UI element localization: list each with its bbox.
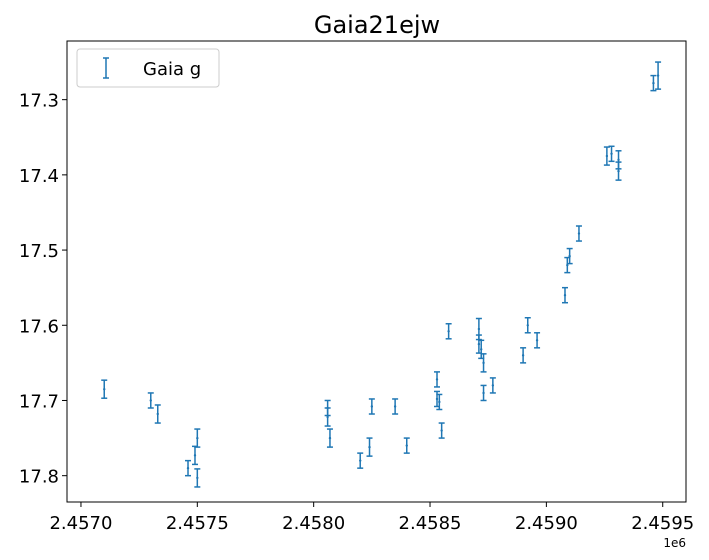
data-point	[147, 392, 154, 409]
data-point	[154, 404, 161, 424]
data-point	[324, 399, 331, 417]
legend-box	[76, 48, 220, 88]
data-point	[524, 317, 531, 334]
y-axis: 17.3 17.4 17.5 17.6 17.7 17.8	[19, 91, 67, 488]
legend-marker	[103, 57, 109, 79]
data-point	[566, 247, 573, 265]
x-tick-label: 2.4570	[49, 513, 112, 534]
x-tick-label: 2.4590	[515, 513, 578, 534]
axes-frame	[66, 40, 687, 503]
data-point	[489, 377, 496, 394]
legend-label: Gaia g	[143, 59, 201, 80]
data-point	[438, 422, 445, 439]
data-point	[194, 468, 201, 488]
data-point	[436, 393, 443, 411]
data-point	[575, 225, 582, 242]
data-point	[191, 445, 198, 466]
data-point	[434, 371, 441, 388]
data-point	[403, 437, 410, 454]
data-point	[101, 379, 108, 399]
x-offset-label: 1e6	[663, 536, 686, 550]
y-tick-label: 17.4	[19, 166, 59, 187]
data-point	[194, 428, 201, 448]
data-point	[561, 286, 568, 304]
y-tick-label: 17.3	[19, 91, 59, 112]
data-point	[480, 384, 487, 402]
data-point	[655, 61, 662, 90]
data-point	[520, 347, 527, 364]
data-point	[392, 398, 399, 415]
x-tick-label: 2.4575	[166, 513, 229, 534]
data-point	[185, 459, 192, 477]
data-point	[475, 334, 482, 354]
x-tick-label: 2.4595	[631, 513, 694, 534]
data-point	[615, 161, 622, 181]
y-tick-label: 17.7	[19, 391, 59, 412]
legend: Gaia g	[76, 48, 220, 88]
data-point	[650, 74, 657, 92]
data-point	[368, 398, 375, 415]
data-point	[326, 428, 333, 448]
data-point	[357, 452, 364, 469]
y-tick-label: 17.8	[19, 467, 59, 488]
data-point	[564, 256, 571, 274]
data-point	[534, 332, 541, 349]
data-point	[480, 353, 487, 373]
data-point	[445, 323, 452, 340]
data-point	[366, 437, 373, 457]
plot-area	[101, 61, 662, 488]
x-axis: 2.4570 2.4575 2.4580 2.4585 2.4590 2.4595	[49, 502, 694, 534]
y-tick-label: 17.5	[19, 241, 59, 262]
x-tick-label: 2.4585	[399, 513, 462, 534]
y-tick-label: 17.6	[19, 316, 59, 337]
data-point	[603, 146, 610, 166]
chart-title: Gaia21ejw	[314, 11, 440, 39]
data-point	[608, 145, 615, 163]
x-tick-label: 2.4580	[282, 513, 345, 534]
